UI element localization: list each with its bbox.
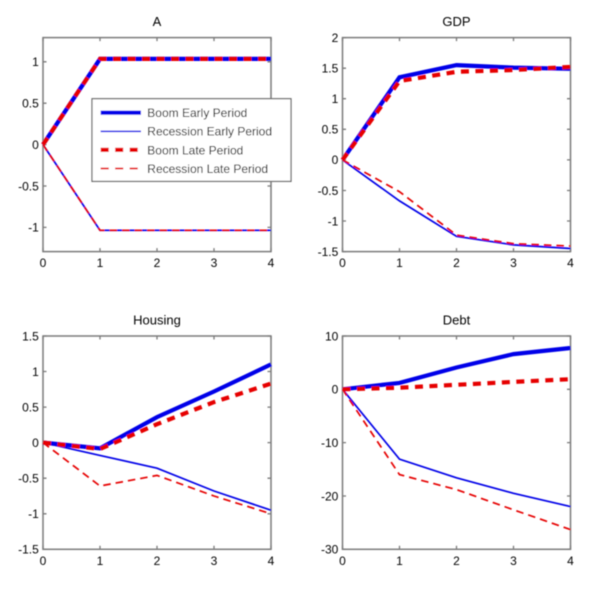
svg-text:0.5: 0.5 [22, 97, 39, 111]
svg-text:2: 2 [154, 554, 161, 568]
svg-text:-0.5: -0.5 [318, 184, 339, 198]
svg-text:0: 0 [40, 256, 47, 270]
svg-text:Boom Early Period: Boom Early Period [147, 106, 247, 120]
svg-text:GDP: GDP [442, 14, 470, 29]
svg-text:-10: -10 [321, 436, 339, 450]
svg-text:3: 3 [211, 256, 218, 270]
svg-text:4: 4 [567, 554, 574, 568]
svg-text:10: 10 [325, 329, 339, 343]
svg-text:3: 3 [211, 554, 218, 568]
svg-text:4: 4 [268, 554, 275, 568]
svg-text:1: 1 [32, 55, 39, 69]
svg-text:3: 3 [510, 256, 517, 270]
svg-text:-1: -1 [28, 221, 39, 235]
svg-text:4: 4 [268, 256, 275, 270]
svg-text:A: A [153, 14, 162, 29]
svg-text:1.5: 1.5 [22, 329, 39, 343]
svg-text:3: 3 [510, 554, 517, 568]
svg-text:-30: -30 [321, 543, 339, 557]
svg-text:1: 1 [396, 554, 403, 568]
svg-text:0: 0 [339, 554, 346, 568]
svg-text:Recession Early Period: Recession Early Period [147, 125, 272, 139]
svg-text:-1: -1 [328, 214, 339, 228]
svg-text:0: 0 [32, 138, 39, 152]
svg-text:1: 1 [332, 92, 339, 106]
svg-text:1: 1 [97, 256, 104, 270]
svg-text:-1.5: -1.5 [318, 245, 339, 259]
svg-text:-1.5: -1.5 [18, 543, 39, 557]
svg-text:-20: -20 [321, 489, 339, 503]
svg-text:-0.5: -0.5 [18, 179, 39, 193]
svg-text:Housing: Housing [133, 312, 181, 327]
svg-text:0.5: 0.5 [22, 400, 39, 414]
svg-text:2: 2 [154, 256, 161, 270]
svg-text:4: 4 [567, 256, 574, 270]
svg-text:1: 1 [32, 365, 39, 379]
svg-text:0.5: 0.5 [322, 123, 339, 137]
svg-text:Boom Late Period: Boom Late Period [147, 143, 243, 157]
svg-text:0: 0 [40, 554, 47, 568]
svg-text:Recession Late Period: Recession Late Period [147, 162, 268, 176]
svg-text:0: 0 [32, 436, 39, 450]
svg-text:Debt: Debt [443, 312, 471, 327]
svg-text:0: 0 [332, 383, 339, 397]
svg-text:1: 1 [97, 554, 104, 568]
svg-text:2: 2 [332, 31, 339, 45]
svg-text:-0.5: -0.5 [18, 472, 39, 486]
svg-text:2: 2 [453, 554, 460, 568]
svg-text:-1: -1 [28, 507, 39, 521]
svg-text:2: 2 [453, 256, 460, 270]
svg-text:0: 0 [332, 153, 339, 167]
svg-text:0: 0 [339, 256, 346, 270]
svg-text:1.5: 1.5 [322, 62, 339, 76]
svg-text:1: 1 [396, 256, 403, 270]
